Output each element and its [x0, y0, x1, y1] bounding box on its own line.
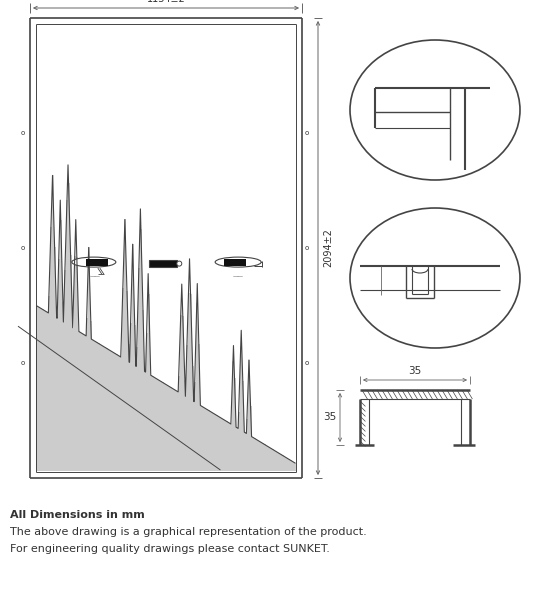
Text: o: o	[21, 245, 25, 251]
Text: 8: 8	[454, 96, 460, 105]
Text: 55: 55	[434, 58, 446, 68]
Text: o: o	[21, 130, 25, 136]
Text: 55: 55	[492, 95, 505, 105]
Text: 35: 35	[408, 366, 422, 376]
Text: ——: ——	[233, 275, 243, 279]
Text: 6: 6	[495, 273, 501, 283]
Ellipse shape	[350, 208, 520, 348]
Text: 1134±2: 1134±2	[146, 0, 185, 4]
Polygon shape	[37, 165, 295, 471]
Text: 35: 35	[323, 412, 336, 423]
Ellipse shape	[177, 261, 182, 266]
Text: 2094±2: 2094±2	[323, 228, 333, 267]
Ellipse shape	[350, 40, 520, 180]
Text: 3: 3	[468, 137, 474, 147]
Bar	[149, 260, 177, 267]
Text: For engineering quality drawings please contact SUNKET.: For engineering quality drawings please …	[10, 544, 330, 554]
Bar	[86, 259, 108, 266]
Text: o: o	[305, 245, 309, 251]
Text: o: o	[21, 360, 25, 366]
Text: ——: ——	[89, 275, 100, 279]
Text: All Dimensions in mm: All Dimensions in mm	[10, 510, 145, 520]
Text: o: o	[305, 360, 309, 366]
Text: The above drawing is a graphical representation of the product.: The above drawing is a graphical represe…	[10, 527, 367, 537]
Ellipse shape	[72, 257, 116, 267]
Text: 14: 14	[414, 310, 426, 319]
Text: o: o	[305, 130, 309, 136]
Ellipse shape	[215, 257, 261, 267]
Text: 5.5: 5.5	[387, 310, 400, 319]
Bar	[224, 259, 246, 266]
